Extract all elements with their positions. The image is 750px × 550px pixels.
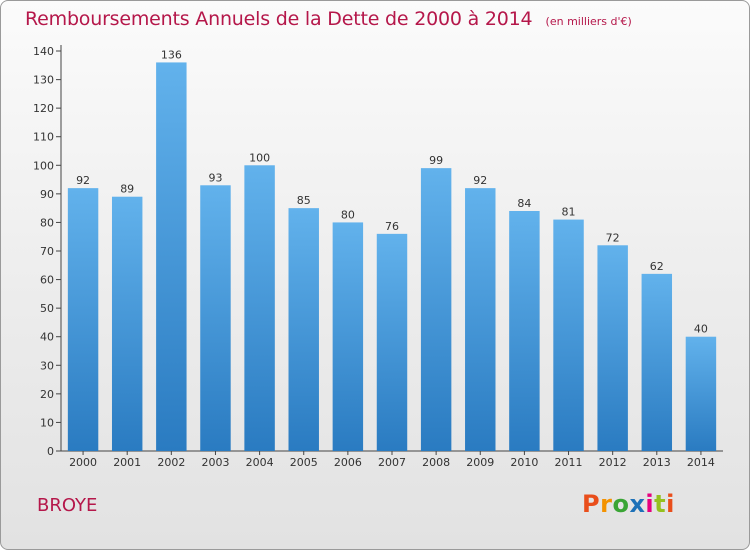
data-label: 92 [473,174,487,187]
bar-2006 [332,222,364,451]
x-tick-label: 2002 [157,456,185,469]
x-tick-label: 2003 [201,456,229,469]
x-tick-label: 2014 [687,456,715,469]
y-tick-label: 70 [40,245,54,258]
x-tick-label: 2000 [69,456,97,469]
brand-logo-letter: i [645,490,655,518]
y-tick-label: 0 [47,445,54,458]
x-tick-label: 2008 [422,456,450,469]
bar-2005 [288,208,319,451]
data-label: 89 [120,183,134,196]
bar-2007 [376,233,408,451]
bar-2009 [465,188,496,451]
brand-logo-letter: r [600,490,613,518]
chart-title: Remboursements Annuels de la Dette de 20… [25,8,533,30]
y-tick-label: 10 [40,416,54,429]
y-tick-label: 50 [40,302,54,315]
bar-2012 [597,245,628,451]
y-tick-label: 40 [40,331,54,344]
x-tick-label: 2011 [555,456,583,469]
data-label: 80 [341,208,355,221]
bar-2000 [67,188,99,451]
bars-group [67,62,717,452]
x-tick-label: 2001 [113,456,141,469]
data-label: 76 [385,220,399,233]
data-label: 72 [606,231,620,244]
data-label: 92 [76,174,90,187]
bar-2004 [244,165,275,452]
brand-logo-letter: t [654,490,667,518]
x-tick-label: 2010 [510,456,538,469]
bar-2008 [420,168,452,451]
y-tick-label: 30 [40,359,54,372]
y-tick-label: 140 [33,45,54,58]
brand-logo: Proxiti [582,490,675,518]
data-labels-group: 92 89 136 93 100 85 80 76 99 92 84 81 72 62 40 [76,48,708,335]
bar-2014 [685,336,717,451]
data-label: 100 [249,151,270,164]
brand-logo-letter: x [629,490,646,518]
x-tick-label: 2005 [290,456,318,469]
y-tick-label: 130 [33,74,54,87]
y-tick-label: 90 [40,188,54,201]
data-label: 81 [562,206,576,219]
y-tick-label: 80 [40,216,54,229]
y-axis: 0 10 20 30 40 50 60 70 80 90 100 110 120 130 140 [33,45,62,458]
bar-2003 [200,185,231,452]
x-tick-label: 2009 [466,456,494,469]
data-label: 99 [429,154,443,167]
data-label: 136 [161,48,182,61]
title-row: Remboursements Annuels de la Dette de 20… [25,8,632,30]
data-label: 62 [650,260,664,273]
bar-2010 [509,211,540,451]
bar-2002 [156,62,187,452]
data-label: 93 [208,171,222,184]
chart-subtitle: (en milliers d'€) [545,15,632,28]
bar-2013 [641,273,673,451]
place-name: BROYE [37,495,98,516]
y-tick-label: 100 [33,159,54,172]
brand-logo-letter: i [666,490,675,518]
x-axis: 2000 2001 2002 2003 2004 2005 2006 2007 2008 2009… [61,450,723,469]
x-tick-label: 2007 [378,456,406,469]
y-tick-label: 120 [33,102,54,115]
y-tick-label: 110 [33,131,54,144]
data-label: 84 [517,197,531,210]
brand-logo-letter: P [582,490,601,518]
y-tick-label: 20 [40,388,54,401]
x-tick-label: 2012 [599,456,627,469]
x-tick-label: 2013 [643,456,671,469]
data-label: 85 [297,194,311,207]
brand-logo-letter: o [612,490,630,518]
y-tick-label: 60 [40,274,54,287]
bar-2011 [553,219,584,451]
bar-2001 [111,196,143,451]
data-label: 40 [694,323,708,336]
x-tick-label: 2004 [246,456,274,469]
x-tick-label: 2006 [334,456,362,469]
